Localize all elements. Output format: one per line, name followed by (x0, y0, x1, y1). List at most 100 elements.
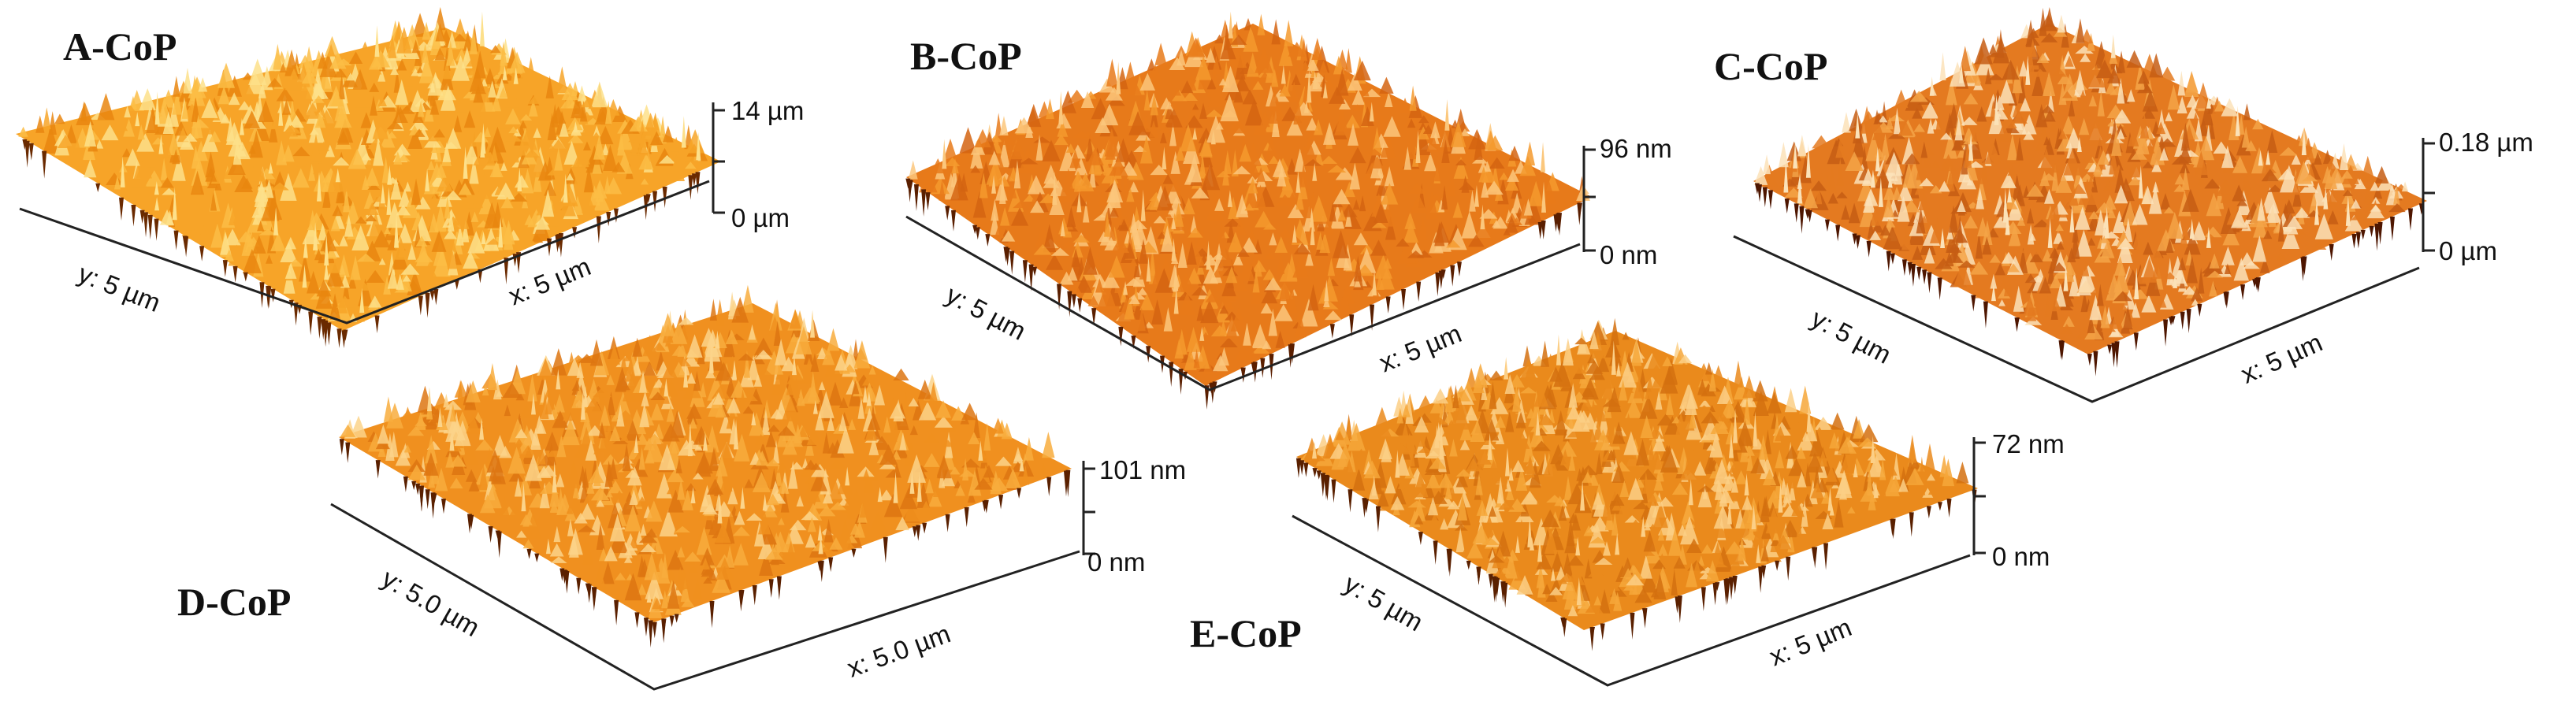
surface-peak (1329, 202, 1336, 222)
surface-peak (2031, 71, 2045, 97)
surface-highlight (158, 134, 164, 154)
surface-peak (355, 216, 367, 224)
surface-peak (249, 130, 263, 158)
surface-peak (333, 157, 350, 166)
surface-peak (571, 90, 585, 119)
surface-peak (981, 132, 998, 155)
surface-peak (1071, 247, 1080, 267)
surface-peak (269, 119, 278, 143)
surface-highlight (1444, 98, 1450, 131)
surface-peak (1372, 126, 1382, 155)
surface-peak (322, 182, 331, 208)
surface-peak (637, 119, 647, 148)
surface-peak (974, 213, 982, 223)
surface-peak (1376, 176, 1388, 196)
surface-peak (1286, 158, 1298, 175)
surface-peak (516, 230, 536, 244)
surface-highlight (1162, 147, 1167, 170)
surface-peak (1265, 136, 1278, 161)
surface-peak (499, 47, 506, 75)
surface-peak (489, 126, 507, 153)
surface-valley (1009, 250, 1015, 275)
surface-peak (249, 125, 262, 142)
surface-peak (228, 154, 246, 175)
surface-peak (563, 98, 574, 121)
surface-highlight (1322, 82, 1328, 98)
surface-peak (1195, 345, 1210, 369)
surface-peak (2144, 210, 2154, 217)
surface-peak (1940, 132, 1953, 140)
surface-peak (372, 65, 382, 75)
surface-valley (1067, 291, 1072, 317)
surface-peak (1319, 232, 1331, 254)
surface-peak (210, 191, 217, 211)
surface-peak (377, 95, 387, 106)
surface-valley (95, 183, 101, 193)
surface-peak (2191, 287, 2203, 302)
surface-peak (1293, 243, 1311, 254)
surface-peak (288, 258, 303, 267)
surface-peak (273, 43, 283, 70)
surface-valley (1118, 326, 1124, 347)
surface-peak (1370, 239, 1387, 256)
surface-peak (244, 85, 255, 95)
surface-peak (1219, 337, 1238, 348)
surface-valley (326, 322, 332, 346)
surface-peak (398, 106, 415, 114)
surface-peak (528, 91, 547, 104)
surface-peak (1255, 210, 1273, 228)
surface-valley (243, 272, 248, 282)
surface-peak (1303, 158, 1322, 166)
surface-peak (2029, 251, 2043, 263)
surface-peak (1294, 148, 1306, 173)
surface-peak (515, 73, 527, 102)
surface-peak (444, 190, 462, 201)
surface-highlight (1228, 11, 1233, 39)
surface-peak (467, 231, 485, 254)
surface-peak (270, 232, 286, 251)
surface-highlight (1310, 219, 1315, 246)
z-min-label: 0 nm (1600, 240, 1658, 269)
surface-peak (1271, 19, 1281, 45)
surface-peak (1228, 196, 1239, 220)
surface-peak (1409, 85, 1417, 111)
surface-peak (1446, 239, 1461, 248)
surface-valley (975, 227, 980, 240)
surface-valley (1269, 354, 1274, 380)
surface-peak (386, 202, 403, 228)
surface-peak (124, 106, 131, 118)
surface-peak (1065, 143, 1076, 153)
surface-peak (453, 102, 467, 113)
surface-peak (1010, 207, 1029, 226)
surface-peak (447, 234, 457, 252)
surface-peak (1217, 222, 1226, 241)
surface-peak (2001, 251, 2016, 264)
surface-peak (1333, 55, 1344, 75)
surface-peak (490, 45, 501, 54)
surface-peak (2213, 141, 2230, 154)
surface-peak (452, 33, 467, 42)
surface-peak (383, 276, 391, 295)
surface-peak (249, 154, 265, 180)
surface-peak (2376, 199, 2392, 207)
surface-peak (1251, 324, 1269, 349)
surface-peak (136, 133, 154, 152)
z-max-label: 14 µm (731, 96, 805, 125)
surface-peak (327, 43, 336, 57)
surface-highlight (317, 172, 322, 202)
surface-peak (1914, 182, 1925, 195)
surface-highlight (502, 65, 507, 80)
surface-peak (574, 162, 583, 187)
surface-peak (2019, 60, 2028, 77)
surface-peak (1128, 110, 1147, 135)
surface-peak (1468, 234, 1485, 247)
surface-peak (1343, 181, 1355, 198)
surface-peak (575, 144, 590, 165)
surface-peak (325, 144, 335, 158)
surface-peak (1191, 187, 1210, 198)
surface-peak (112, 116, 128, 132)
surface-valley (504, 258, 509, 285)
surface-peak (339, 235, 348, 247)
surface-peak (1082, 200, 1090, 223)
surface-peak (1013, 201, 1028, 209)
